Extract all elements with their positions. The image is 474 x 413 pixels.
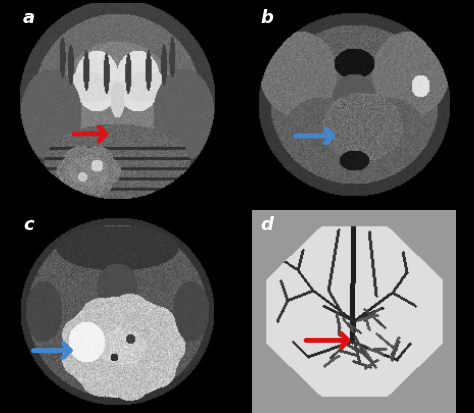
Text: a: a [23,9,35,27]
Text: c: c [23,216,34,234]
Text: d: d [260,216,273,234]
Text: b: b [260,9,273,27]
